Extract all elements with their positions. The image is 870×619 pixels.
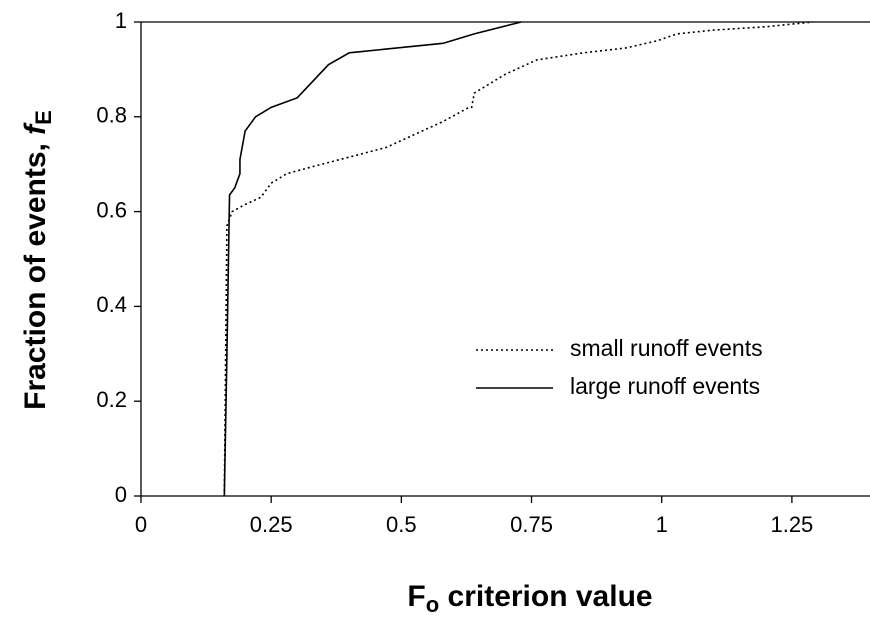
x-tick-label: 0.5 — [386, 512, 417, 537]
x-tick-label: 0 — [135, 512, 147, 537]
data-line — [223, 21, 813, 497]
y-tick-label: 0.6 — [96, 197, 127, 222]
y-tick-label: 0.4 — [96, 292, 127, 317]
x-tick-label: 0.75 — [510, 512, 553, 537]
y-tick-label: 0 — [115, 482, 127, 507]
x-axis-title: Fo criterion value — [407, 580, 652, 617]
x-tick-label: 0.25 — [250, 512, 293, 537]
y-tick-label: 0.2 — [96, 387, 127, 412]
data-line — [223, 21, 522, 497]
x-tick-label: 1 — [656, 512, 668, 537]
y-axis-title: Fraction of events, fE — [19, 110, 56, 410]
x-tick-label: 1.25 — [770, 512, 813, 537]
legend-label: small runoff events — [570, 335, 763, 361]
y-tick-label: 1 — [115, 8, 127, 33]
y-tick-label: 0.8 — [96, 103, 127, 128]
legend-label: large runoff events — [570, 373, 760, 399]
